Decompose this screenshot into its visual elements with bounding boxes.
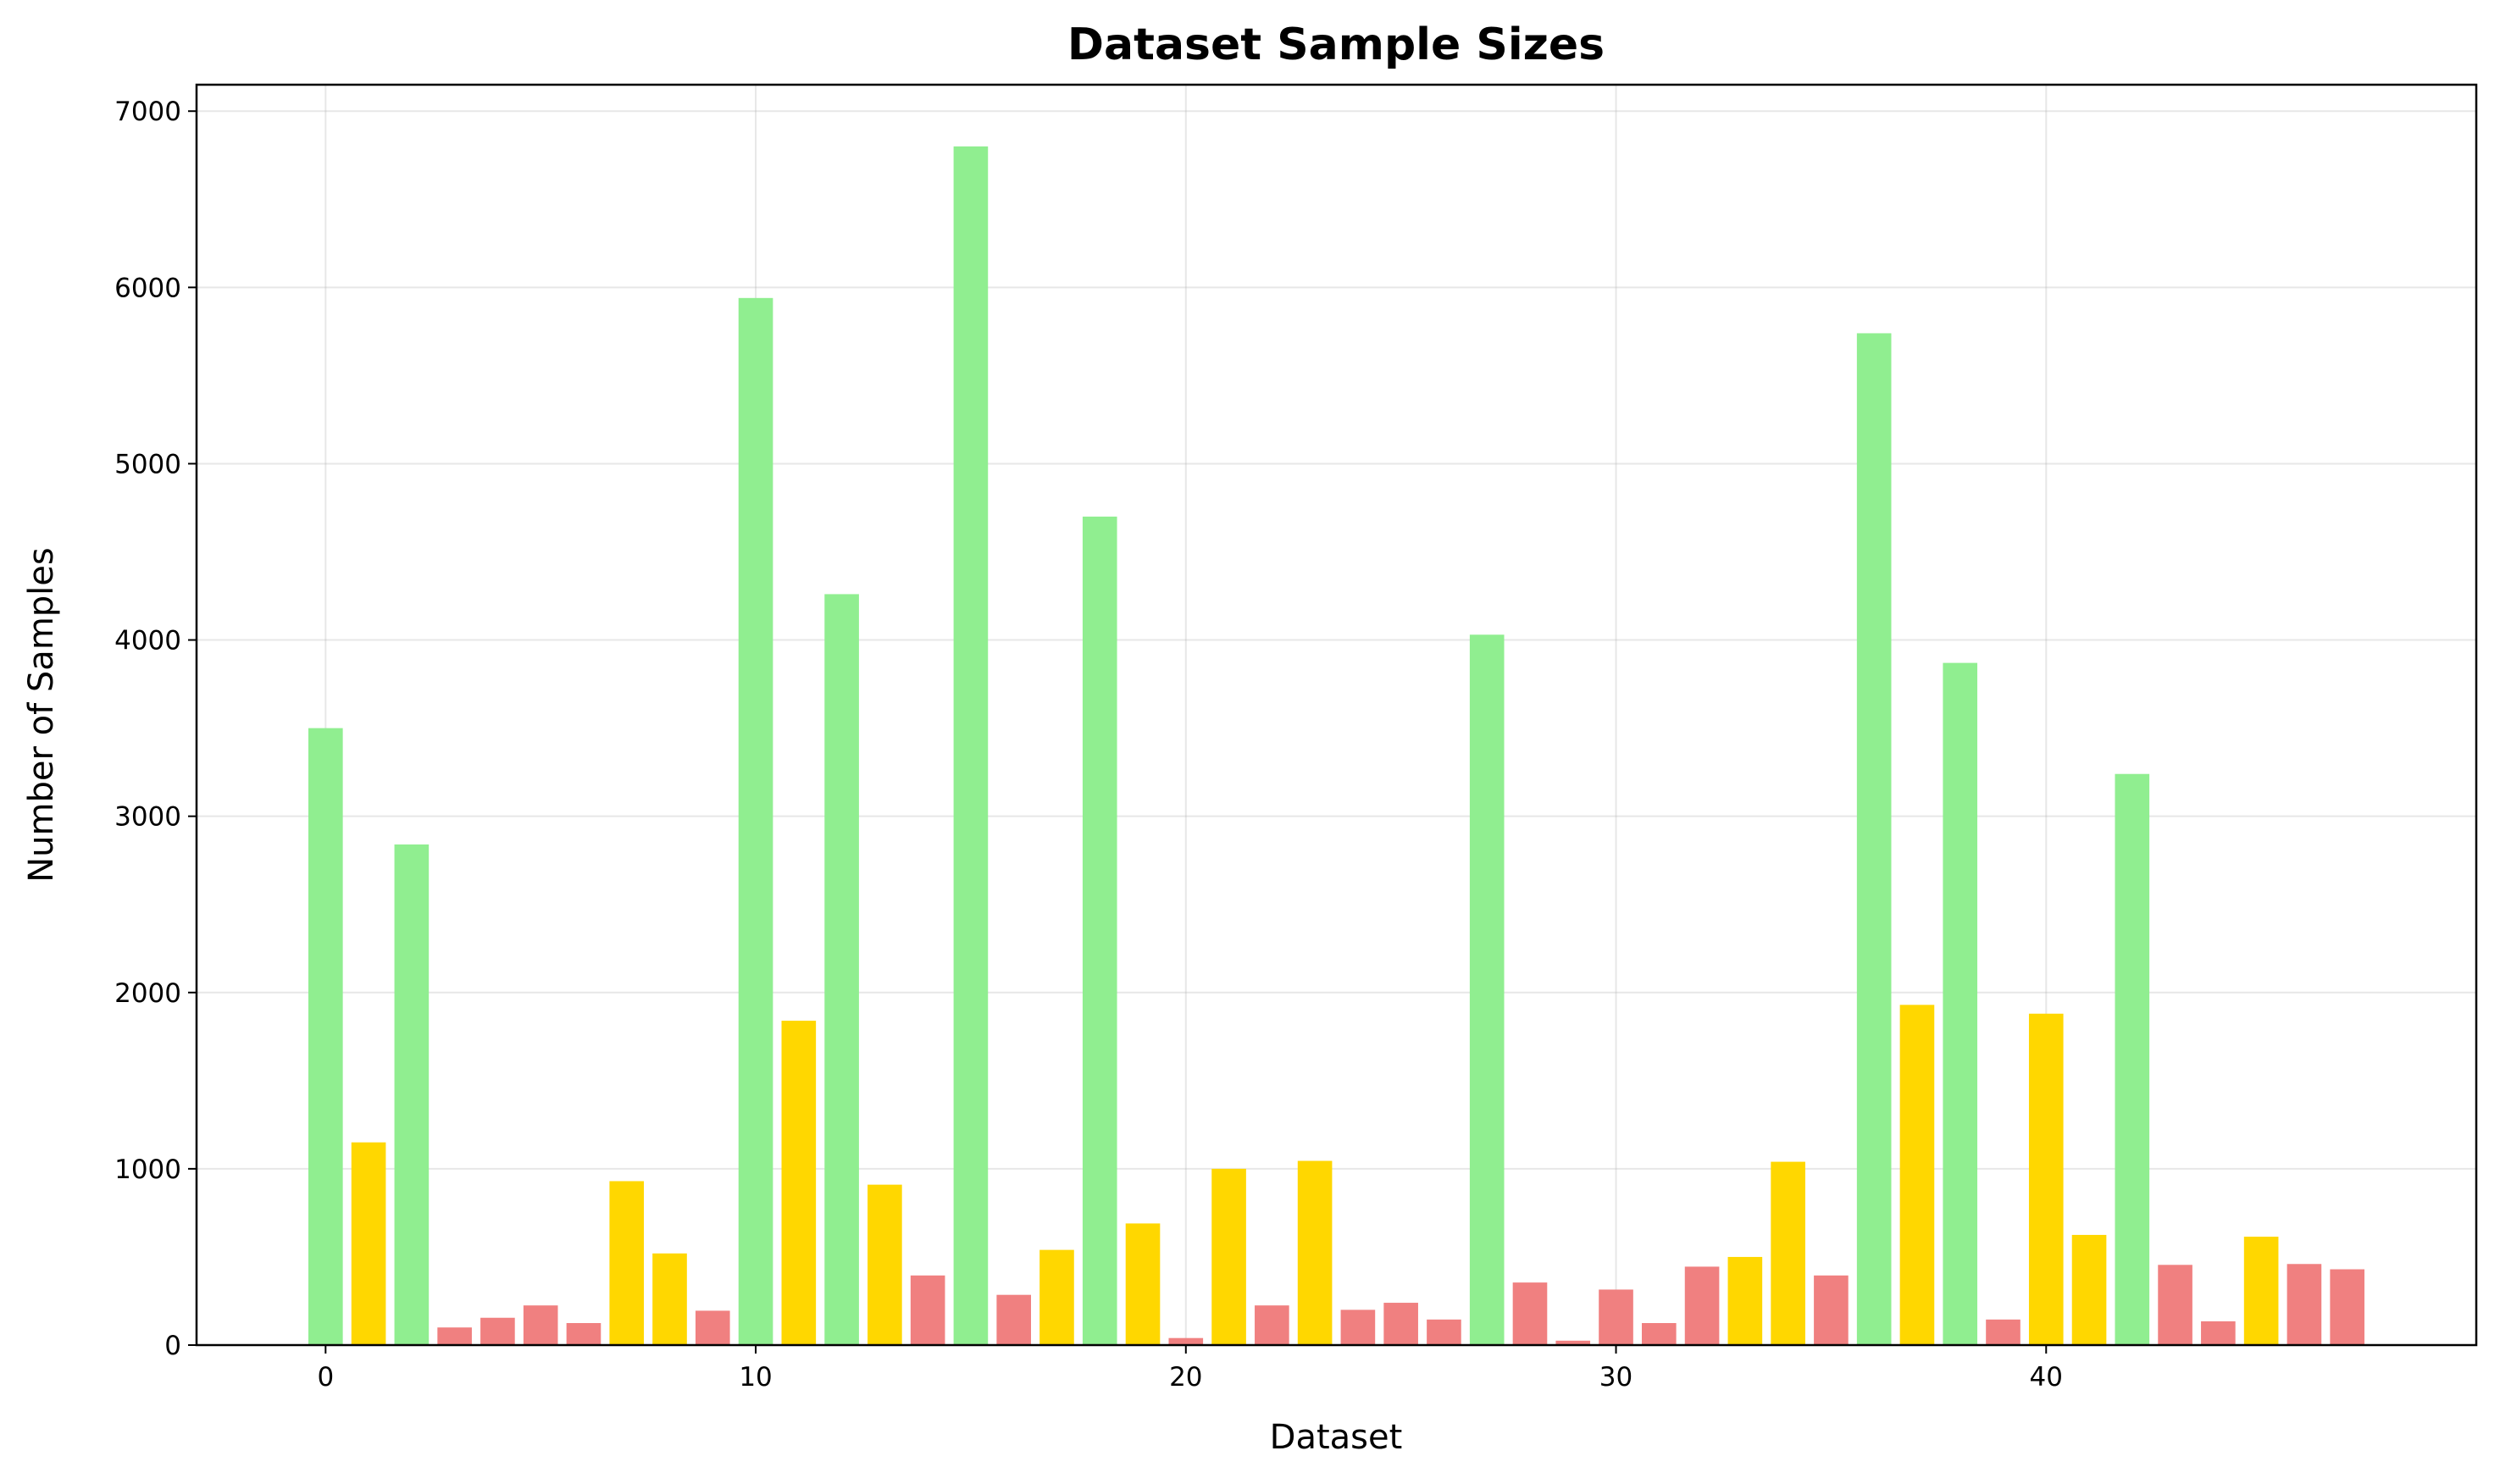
plot-frame: [195, 83, 2478, 1347]
bar-dataset-41: [2071, 1234, 2107, 1345]
bar-dataset-28: [1512, 1282, 1548, 1345]
y-tick-label: 5000: [114, 449, 181, 479]
bar-dataset-10: [738, 297, 773, 1345]
bar-dataset-25: [1383, 1303, 1418, 1345]
bar-dataset-11: [781, 1021, 817, 1345]
x-axis-ticks: 0 10 20 30 40: [317, 1345, 2063, 1393]
bar-dataset-44: [2201, 1321, 2236, 1345]
x-tick-label: 10: [739, 1362, 772, 1393]
bar-dataset-33: [1727, 1256, 1763, 1345]
x-axis-label: Dataset: [1270, 1418, 1403, 1457]
bar-dataset-37: [1899, 1005, 1935, 1345]
y-tick-label: 0: [164, 1331, 181, 1361]
x-tick-label: 0: [317, 1362, 334, 1393]
y-tick-label: 2000: [114, 978, 181, 1009]
bar-dataset-14: [910, 1275, 945, 1345]
x-tick-label: 30: [1599, 1362, 1632, 1393]
y-tick-label: 3000: [114, 802, 181, 833]
bar-dataset-21: [1211, 1168, 1246, 1345]
bar-dataset-19: [1125, 1223, 1161, 1345]
bar-dataset-26: [1427, 1319, 1461, 1345]
bar-dataset-8: [652, 1253, 687, 1345]
bar-dataset-42: [2115, 773, 2150, 1345]
bar-dataset-47: [2330, 1269, 2364, 1345]
bar-dataset-32: [1684, 1266, 1720, 1345]
bar-dataset-9: [695, 1310, 730, 1345]
y-tick-label: 4000: [114, 626, 181, 656]
bar-dataset-39: [1986, 1319, 2021, 1345]
bar-dataset-17: [1039, 1249, 1074, 1345]
y-axis-ticks: 0 1000 2000 3000 4000 5000 6000 7000: [114, 97, 197, 1361]
bar-dataset-0: [308, 728, 343, 1345]
bar-dataset-40: [2028, 1013, 2064, 1345]
bar-dataset-43: [2158, 1265, 2192, 1345]
bar-dataset-45: [2243, 1237, 2279, 1345]
bar-dataset-16: [996, 1294, 1032, 1345]
bar-dataset-3: [437, 1327, 472, 1345]
bar-dataset-12: [824, 594, 859, 1345]
bar-dataset-29: [1555, 1340, 1591, 1345]
x-tick-label: 20: [1169, 1362, 1202, 1393]
bar-dataset-46: [2287, 1264, 2322, 1345]
chart-title: Dataset Sample Sizes: [1067, 19, 1605, 70]
bar-dataset-4: [480, 1317, 515, 1345]
x-tick-label: 40: [2030, 1362, 2063, 1393]
y-tick-label: 6000: [114, 273, 181, 303]
bar-dataset-35: [1814, 1275, 1849, 1345]
bar-dataset-1: [351, 1142, 386, 1345]
bar-dataset-24: [1340, 1310, 1376, 1345]
bar-dataset-5: [523, 1305, 558, 1345]
bar-dataset-6: [566, 1322, 601, 1345]
bar-dataset-36: [1856, 333, 1892, 1346]
bar-dataset-15: [953, 146, 989, 1346]
bar-dataset-30: [1599, 1289, 1633, 1345]
y-tick-label: 7000: [114, 97, 181, 127]
bar-dataset-7: [609, 1181, 645, 1345]
bar-dataset-38: [1943, 662, 1978, 1345]
bar-dataset-27: [1469, 634, 1505, 1345]
bar-dataset-20: [1168, 1337, 1204, 1345]
bar-dataset-23: [1297, 1160, 1333, 1345]
y-axis-label: Number of Samples: [22, 547, 61, 883]
bar-dataset-22: [1255, 1305, 1289, 1345]
bar-dataset-18: [1082, 516, 1117, 1345]
y-tick-label: 1000: [114, 1155, 181, 1185]
bar-dataset-2: [394, 844, 430, 1345]
bar-dataset-31: [1641, 1322, 1677, 1345]
bar-dataset-34: [1771, 1161, 1805, 1345]
bars: [308, 146, 2364, 1346]
bar-dataset-13: [868, 1184, 902, 1345]
